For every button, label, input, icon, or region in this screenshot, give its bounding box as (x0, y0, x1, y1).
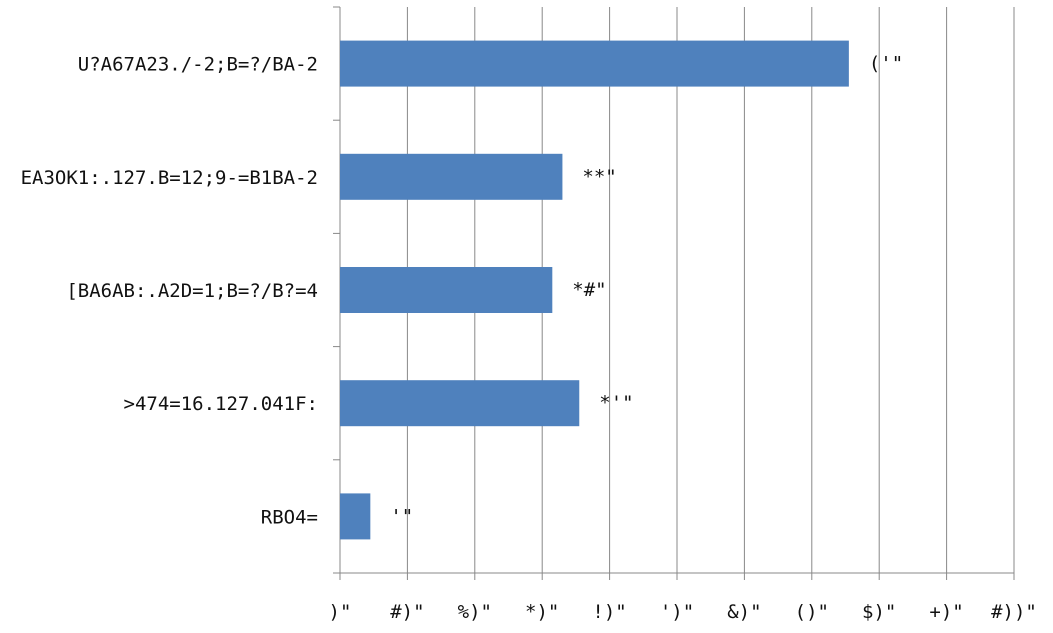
x-tick-label: !)" (592, 601, 626, 623)
data-label: *'" (599, 392, 633, 414)
data-label: '" (390, 505, 413, 527)
category-label: U?A67A23./-2;B=?/BA-2 (78, 54, 318, 76)
bar (340, 380, 580, 427)
bar (340, 40, 849, 87)
x-tick-label: +)" (929, 601, 963, 623)
x-tick-label: #)" (390, 601, 424, 623)
data-label: **" (582, 166, 616, 188)
x-tick-label: *)" (525, 601, 559, 623)
category-label: EA3OK1:.127.B=12;9-=B1BA-2 (21, 167, 318, 189)
labels: )" #)" %)" *)" !)" ')" &)" ()" $)" +)" #))" U?A67A2… (21, 53, 1037, 623)
category-label: RBO4= (261, 506, 318, 528)
bar (340, 267, 553, 313)
gridlines (406, 7, 1015, 573)
x-tick-label: #))" (991, 601, 1037, 623)
data-label: *#" (572, 279, 606, 301)
x-tick-label: %)" (458, 601, 492, 623)
x-tick-label: ()" (795, 601, 829, 623)
category-label: [BA6AB:.A2D=1;B=?/B?=4 (66, 280, 318, 302)
bar (340, 493, 371, 540)
x-tick-label: &)" (727, 601, 761, 623)
x-tick-label: ')" (660, 601, 694, 623)
bar (340, 153, 563, 200)
x-tick-label: )" (329, 601, 352, 623)
data-label: ('" (869, 53, 903, 75)
bars (340, 40, 849, 540)
category-label: >474=16.127.041F: (124, 393, 318, 415)
x-tick-label: $)" (862, 601, 896, 623)
